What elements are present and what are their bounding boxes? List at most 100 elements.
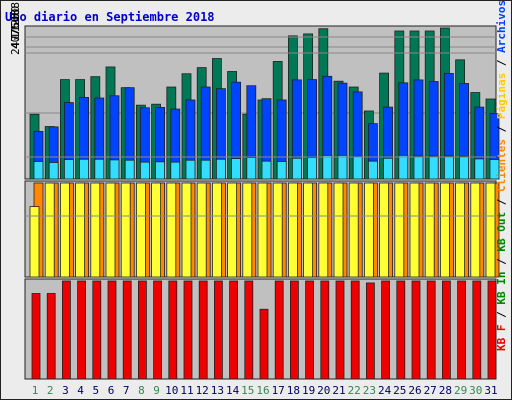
kb-bar <box>335 280 345 380</box>
out-clients-bar <box>90 182 101 278</box>
x-tick-label: 8 <box>138 384 145 397</box>
y-max-label-1: 407568 <box>9 9 22 49</box>
kb-bar <box>153 280 163 380</box>
x-tick-label: 1 <box>32 384 39 397</box>
out-clients-bar <box>333 182 344 278</box>
out-clients-bar <box>211 182 222 278</box>
kb-bar <box>92 280 102 380</box>
x-tick-label: 29 <box>454 384 467 397</box>
x-tick-label: 16 <box>256 384 269 397</box>
visits-bar <box>352 156 363 180</box>
visits-bar <box>155 161 166 180</box>
kb-bar <box>244 280 254 380</box>
side-legend: KB F / KB In / KB Out / Clientes / Págin… <box>495 1 508 351</box>
x-tick-label: 19 <box>302 384 315 397</box>
visits-bar <box>33 161 44 180</box>
visits-bar <box>428 155 439 180</box>
out-clients-bar <box>379 182 390 278</box>
visits-bar <box>383 157 394 180</box>
out-clients-bar <box>318 182 329 278</box>
legend-item: KB Out <box>495 212 508 252</box>
out-clients-bar <box>287 182 298 278</box>
visits-bar <box>443 155 454 180</box>
out-clients-bar <box>363 182 374 278</box>
kb-bar <box>198 280 208 380</box>
kb-bar <box>168 280 178 380</box>
out-clients-bar <box>227 182 238 278</box>
x-tick-label: 13 <box>211 384 224 397</box>
visits-bar <box>474 158 485 180</box>
kb-bar <box>229 280 239 380</box>
out-clients-bar <box>75 182 85 278</box>
legend-separator: / <box>495 192 508 212</box>
visits-bar <box>94 158 105 180</box>
x-tick-label: 17 <box>272 384 285 397</box>
x-tick-label: 4 <box>77 384 84 397</box>
x-tick-label: 26 <box>408 384 421 397</box>
kb-bar <box>320 280 330 380</box>
x-tick-label: 15 <box>241 384 254 397</box>
out-clients-bar <box>485 182 496 278</box>
visits-bar <box>48 162 59 180</box>
x-tick-label: 23 <box>363 384 376 397</box>
out-clients-bar <box>135 182 146 278</box>
x-tick-label: 14 <box>226 384 240 397</box>
out-clients-bar <box>120 182 131 278</box>
x-tick-label: 28 <box>439 384 452 397</box>
kb-bar <box>122 280 132 380</box>
x-tick-label: 10 <box>165 384 178 397</box>
visits-bar <box>261 160 272 180</box>
visits-bar <box>489 159 500 180</box>
x-tick-label: 5 <box>92 384 99 397</box>
visits-bar <box>322 154 333 180</box>
visits-bar <box>367 160 378 180</box>
visits-bar <box>398 154 409 180</box>
out-clients-bar <box>151 182 162 278</box>
x-tick-label: 9 <box>153 384 160 397</box>
legend-item: KB F <box>495 325 508 352</box>
kb-bar <box>487 280 497 380</box>
x-tick-label: 24 <box>378 384 392 397</box>
chart-title: Uso diario en Septiembre 2018 <box>5 10 215 24</box>
out-clients-bar <box>394 182 405 278</box>
legend-item: Páginas <box>495 73 508 119</box>
out-clients-bar <box>166 182 177 278</box>
kb-bar <box>396 280 406 380</box>
x-tick-label: 12 <box>196 384 209 397</box>
out-clients-bar <box>439 182 450 278</box>
y-max-label-3: 24776188 <box>9 2 22 55</box>
out-clients-bar <box>348 182 359 278</box>
kb-bar <box>62 280 71 380</box>
kb-bar <box>31 293 41 380</box>
kb-bar <box>107 280 117 380</box>
kb-bar <box>183 280 193 380</box>
kb-bar <box>259 308 269 380</box>
x-tick-label: 25 <box>393 384 406 397</box>
kb-bar <box>289 280 299 380</box>
visits-bar <box>337 154 348 180</box>
out-clients-bar <box>272 182 283 278</box>
visits-bar <box>307 157 318 180</box>
y-max-label-2: 11250 <box>9 6 22 39</box>
x-tick-label: 6 <box>108 384 115 397</box>
visits-bar <box>215 158 226 180</box>
out-clients-bar <box>242 182 253 278</box>
out-clients-bar <box>455 182 466 278</box>
x-tick-label: 31 <box>484 384 497 397</box>
legend-item: Clientes <box>495 139 508 192</box>
kb-bar <box>472 280 482 380</box>
legend-separator: / <box>495 252 508 272</box>
kb-bar <box>46 293 56 380</box>
kb-bar <box>137 280 147 380</box>
visits-bar <box>109 159 120 180</box>
kb-bar <box>274 280 284 380</box>
visits-bar <box>231 158 242 180</box>
x-tick-label: 20 <box>317 384 330 397</box>
legend-separator: / <box>495 119 508 139</box>
x-tick-label: 27 <box>424 384 437 397</box>
kb-bar <box>350 280 360 380</box>
x-axis: 1 2 3 4 5 6 7 8 9 10 11 12 13 14 15 16 17 18 19 20 21 22 23 24 2… <box>32 384 498 397</box>
x-tick-label: 21 <box>332 384 345 397</box>
visits-bar <box>200 159 211 180</box>
